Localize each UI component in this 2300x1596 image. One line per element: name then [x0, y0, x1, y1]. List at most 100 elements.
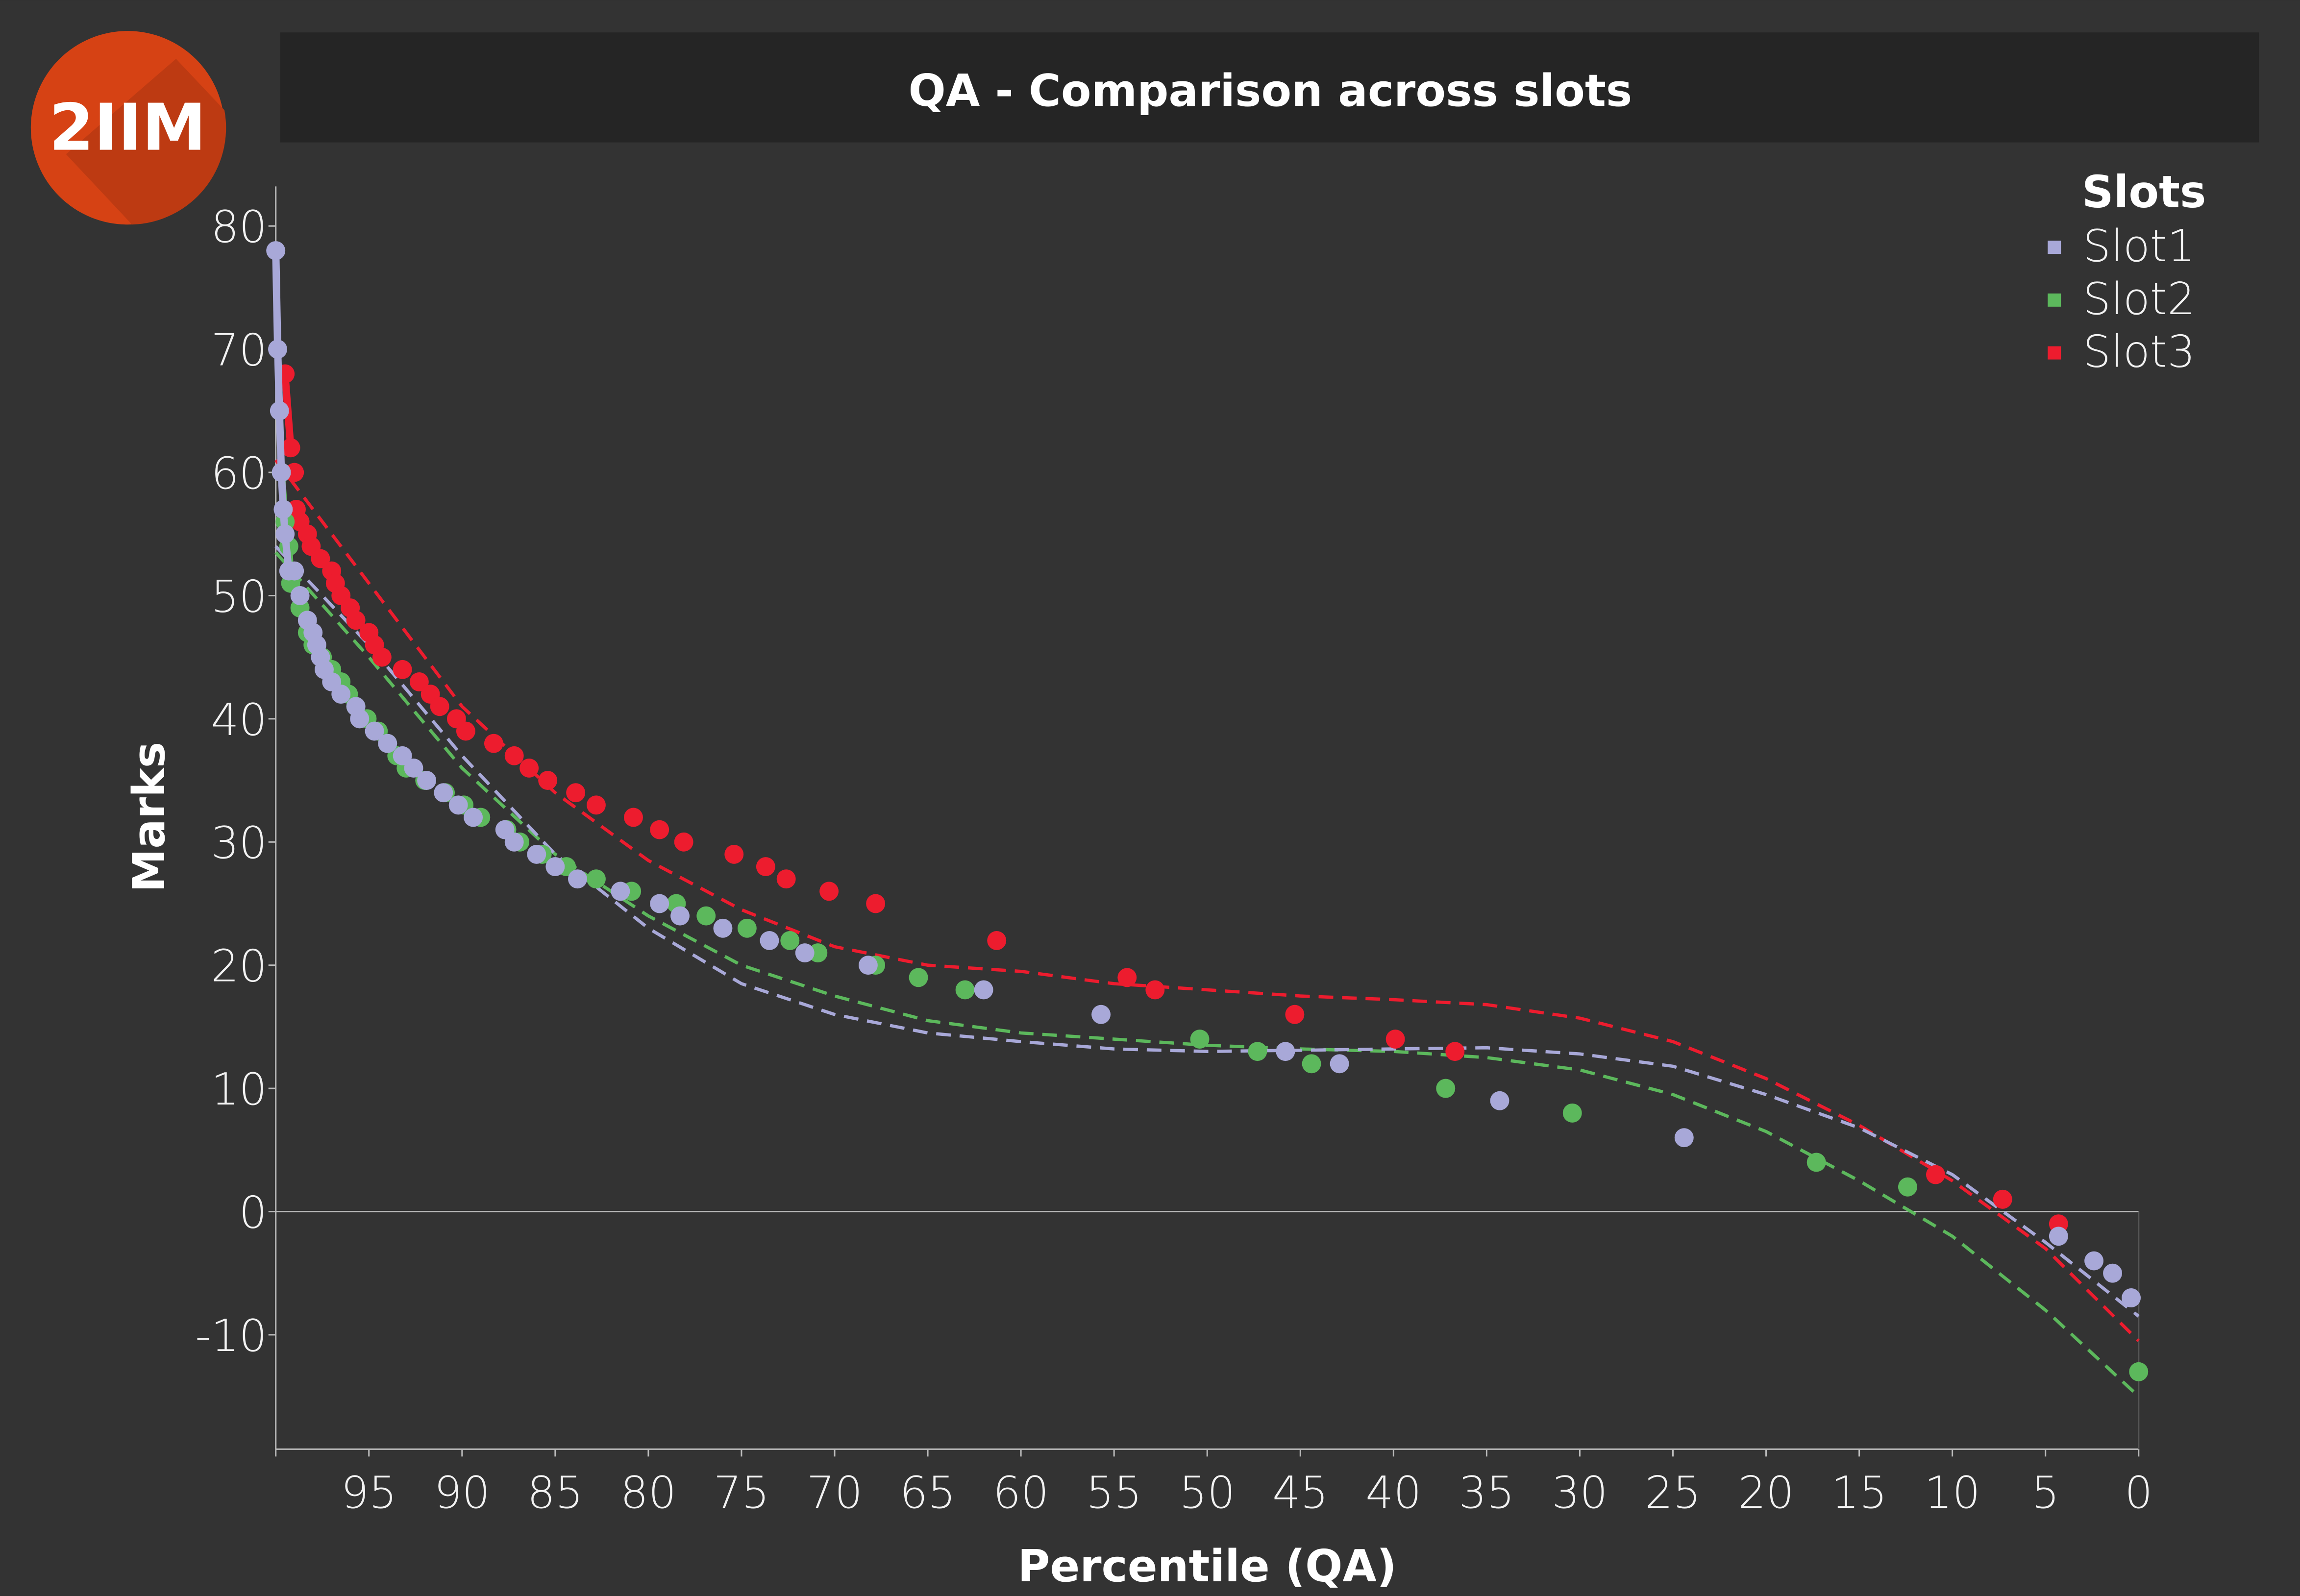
point-slot3	[1926, 1165, 1945, 1184]
point-slot1	[1091, 1005, 1111, 1024]
x-tick-label: 60	[993, 1468, 1049, 1519]
y-tick-label: 50	[211, 571, 267, 622]
y-tick-label: 0	[239, 1187, 267, 1238]
point-slot1	[350, 709, 370, 729]
y-tick-label: 40	[211, 695, 267, 746]
y-tick-label: 30	[211, 818, 267, 869]
legend-label-slot2: Slot2	[2083, 274, 2195, 325]
point-slot1	[1490, 1091, 1509, 1110]
point-slot3	[1117, 968, 1137, 987]
x-tick-label: 10	[1925, 1468, 1980, 1519]
point-slot2	[909, 968, 928, 987]
point-slot3	[1385, 1030, 1405, 1049]
point-slot1	[713, 918, 733, 938]
point-slot3	[1145, 980, 1165, 1000]
point-slot1	[1330, 1054, 1349, 1074]
chart-title: QA - Comparison across slots	[909, 66, 1632, 117]
point-slot1	[434, 783, 453, 803]
point-slot3	[1445, 1042, 1465, 1061]
x-tick-label: 90	[434, 1468, 490, 1519]
point-slot3	[484, 734, 503, 753]
point-slot3	[776, 869, 796, 889]
point-slot1	[2049, 1227, 2068, 1246]
point-slot2	[1806, 1153, 1826, 1172]
point-slot2	[587, 869, 606, 889]
x-tick-label: 80	[620, 1468, 676, 1519]
logo: 2IIM	[30, 31, 226, 225]
y-tick-label: 60	[211, 448, 267, 499]
x-tick-label: 55	[1086, 1468, 1142, 1519]
point-slot3	[1285, 1005, 1305, 1024]
point-slot2	[1562, 1103, 1582, 1123]
x-tick-label: 30	[1552, 1468, 1608, 1519]
legend-item-slot2[interactable]: Slot2	[2048, 274, 2195, 325]
point-slot3	[866, 894, 886, 913]
point-slot1	[285, 561, 304, 581]
legend-title: Slots	[2082, 167, 2206, 218]
point-slot3	[372, 647, 392, 667]
point-slot1	[417, 771, 437, 790]
legend-label-slot1: Slot1	[2083, 221, 2195, 272]
x-tick-label: 35	[1459, 1468, 1514, 1519]
point-slot1	[273, 500, 293, 519]
x-tick-label: 95	[341, 1468, 397, 1519]
legend-item-slot1[interactable]: Slot1	[2048, 221, 2195, 272]
point-slot1	[404, 758, 423, 778]
x-tick-label: 70	[807, 1468, 863, 1519]
point-slot3	[566, 783, 586, 803]
point-slot3	[409, 672, 429, 691]
point-slot3	[346, 611, 366, 630]
point-slot3	[624, 808, 643, 827]
point-slot2	[1302, 1054, 1321, 1074]
point-slot2	[1248, 1042, 1267, 1061]
x-tick-label: 50	[1179, 1468, 1235, 1519]
point-slot3	[987, 931, 1007, 950]
x-tick-label: 65	[900, 1468, 956, 1519]
point-slot1	[611, 882, 630, 901]
x-tick-label: 20	[1738, 1468, 1794, 1519]
point-slot1	[393, 746, 412, 765]
point-slot1	[464, 808, 483, 827]
legend: Slots Slot1 Slot2 Slot3	[2048, 167, 2206, 378]
point-slot1	[670, 906, 690, 926]
point-slot3	[1993, 1189, 2012, 1209]
point-slot3	[504, 746, 524, 765]
point-slot3	[819, 882, 839, 901]
point-slot3	[456, 721, 475, 741]
point-slot1	[545, 857, 565, 877]
point-slot3	[587, 795, 606, 815]
point-slot2	[1436, 1079, 1456, 1098]
point-slot3	[281, 438, 300, 458]
y-tick-label: 80	[211, 202, 267, 253]
point-slot1	[858, 956, 878, 975]
legend-item-slot3[interactable]: Slot3	[2048, 327, 2195, 378]
legend-swatch-slot1	[2048, 241, 2061, 254]
x-axis-label: Percentile (QA)	[1018, 1541, 1397, 1592]
point-slot3	[650, 820, 669, 839]
y-axis-label: Marks	[124, 742, 175, 892]
title-bar	[280, 32, 2259, 143]
point-slot1	[290, 586, 310, 605]
trend-line-slot2	[274, 551, 2140, 1398]
trend-line-slot3	[274, 459, 2140, 1342]
x-tick-label: 85	[527, 1468, 583, 1519]
point-slot3	[519, 758, 539, 778]
point-slot2	[737, 918, 757, 938]
point-slot1	[1674, 1128, 1694, 1148]
point-slot2	[780, 931, 800, 950]
point-slot1	[795, 943, 815, 963]
point-slot1	[270, 401, 289, 420]
x-tick-label: 5	[2031, 1468, 2059, 1519]
point-slot2	[955, 980, 975, 1000]
point-slot2	[2129, 1362, 2149, 1381]
point-slot1	[2122, 1288, 2141, 1307]
x-tick-label: 40	[1365, 1468, 1421, 1519]
x-tick-label: 0	[2125, 1468, 2152, 1519]
y-tick-label: -10	[195, 1311, 267, 1362]
point-slot1	[1276, 1042, 1295, 1061]
x-tick-label: 15	[1831, 1468, 1887, 1519]
x-tick-label: 45	[1272, 1468, 1328, 1519]
point-slot1	[2084, 1251, 2103, 1271]
y-tick-label: 20	[211, 941, 267, 992]
